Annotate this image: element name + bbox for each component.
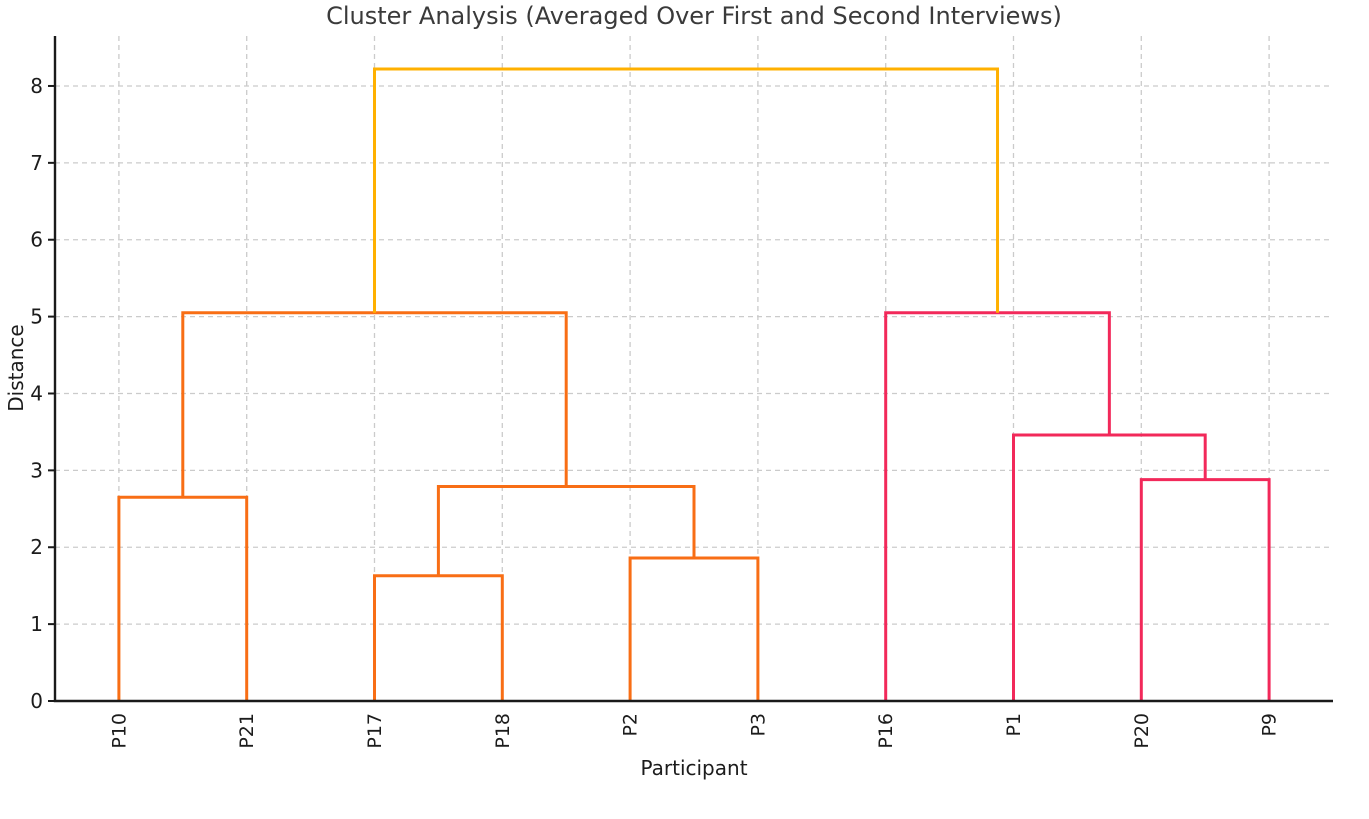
- y-tick-label: 7: [30, 151, 43, 175]
- dendrogram-link-m5: [1012, 433, 1207, 701]
- x-tick-label: P10: [108, 713, 130, 749]
- x-tick-label: P17: [364, 713, 386, 749]
- x-tick-label: P9: [1259, 713, 1281, 737]
- x-tick-label: P1: [1003, 713, 1025, 737]
- dendrogram-link-m7: [884, 311, 1111, 701]
- dendrogram-link-m1: [628, 556, 760, 701]
- dendrogram-link-m2: [117, 495, 249, 701]
- y-tick-label: 1: [30, 612, 43, 636]
- dendrogram-link-m3: [436, 485, 696, 576]
- x-tick-label: P16: [875, 713, 897, 749]
- dendrogram-link-m0: [373, 574, 504, 701]
- y-tick-label: 4: [30, 381, 43, 405]
- dendrogram-link-m8: [373, 67, 1000, 313]
- x-tick-label: P18: [492, 713, 514, 749]
- y-tick-label: 0: [30, 689, 43, 713]
- y-tick-label: 3: [30, 458, 43, 482]
- x-tick-label: P21: [236, 713, 258, 749]
- y-tick-label: 2: [30, 535, 43, 559]
- x-tick-label: P20: [1131, 713, 1153, 749]
- y-tick-label: 6: [30, 228, 43, 252]
- y-tick-label: 5: [30, 305, 43, 329]
- x-tick-label: P2: [620, 713, 642, 737]
- dendrogram-link-m4: [1139, 478, 1271, 701]
- x-axis-label: Participant: [640, 756, 748, 780]
- chart-title: Cluster Analysis (Averaged Over First an…: [326, 2, 1062, 30]
- x-tick-label: P3: [747, 713, 769, 737]
- y-tick-label: 8: [30, 74, 43, 98]
